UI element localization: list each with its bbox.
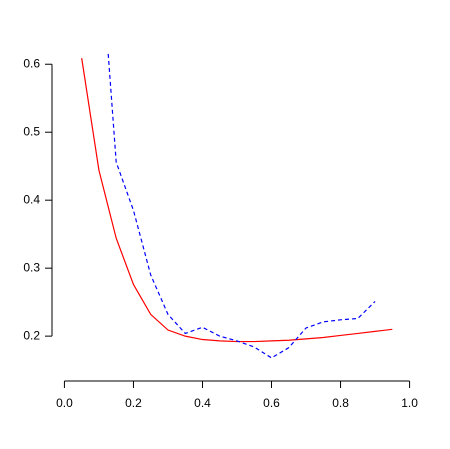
series-line — [81, 58, 393, 343]
y-tick-label: 0.4 — [23, 192, 40, 206]
x-tick-label: 0.8 — [332, 396, 349, 410]
plot-area — [81, 52, 393, 359]
series-line — [107, 52, 376, 359]
y-tick-label: 0.5 — [23, 124, 40, 138]
x-tick-label: 0.4 — [194, 396, 211, 410]
x-tick-label: 0.2 — [125, 396, 142, 410]
y-tick-label: 0.2 — [23, 328, 40, 342]
y-tick-label: 0.3 — [23, 260, 40, 274]
x-tick-label: 1.0 — [401, 396, 418, 410]
x-tick-label: 0.0 — [56, 396, 73, 410]
x-tick-label: 0.6 — [263, 396, 280, 410]
y-tick-label: 0.6 — [23, 56, 40, 70]
